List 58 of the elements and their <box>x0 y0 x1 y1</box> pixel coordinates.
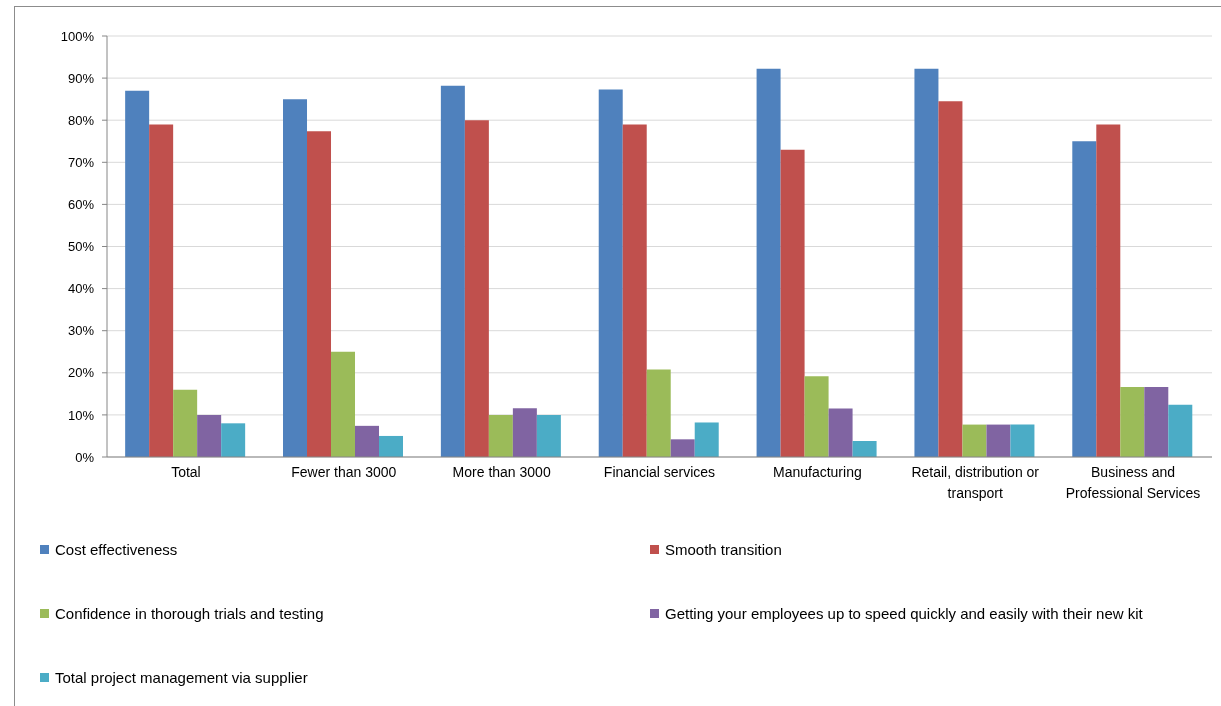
bar <box>149 124 174 457</box>
bar <box>125 90 150 457</box>
y-tick-label: 60% <box>67 197 95 213</box>
y-tick-label: 20% <box>67 365 95 381</box>
bar <box>221 423 246 457</box>
bar <box>1010 424 1035 457</box>
legend-label: Smooth transition <box>665 540 782 558</box>
y-tick-label: 0% <box>75 449 95 465</box>
bar <box>670 439 695 457</box>
x-tick-label: Manufacturing <box>773 464 862 480</box>
bar <box>756 68 781 457</box>
x-tick-label: More than 3000 <box>452 464 551 480</box>
x-tick-label: Financial services <box>603 464 716 480</box>
y-tick-label: 40% <box>67 281 95 297</box>
bar <box>1144 387 1169 457</box>
y-tick-label: 10% <box>67 407 95 423</box>
bar <box>598 89 623 457</box>
bar <box>962 424 987 457</box>
y-tick-label: 90% <box>67 70 95 86</box>
bar <box>440 85 465 457</box>
y-tick-label: 80% <box>67 112 95 128</box>
bar <box>1096 124 1121 457</box>
bar <box>331 351 356 457</box>
bar <box>1072 141 1097 457</box>
x-tick-label: Fewer than 3000 <box>291 464 397 480</box>
bar <box>536 414 561 457</box>
legend-label: Getting your employees up to speed quickly and easily with their new kit <box>665 604 1143 622</box>
x-tick-label: Total <box>171 464 201 480</box>
bar <box>464 120 489 457</box>
bar <box>1120 387 1145 457</box>
legend-label: Cost effectiveness <box>55 540 178 558</box>
bar <box>986 424 1011 457</box>
y-tick-label: 70% <box>67 154 95 170</box>
bar <box>646 369 671 457</box>
bar <box>379 435 404 457</box>
bar <box>828 408 853 457</box>
x-tick-label: Retail, distribution or transport <box>911 464 1040 501</box>
legend-label: Confidence in thorough trials and testing <box>55 604 324 622</box>
y-tick-label: 50% <box>67 239 95 255</box>
bar <box>938 101 963 457</box>
bar <box>914 68 939 457</box>
bar <box>355 425 380 457</box>
bar <box>512 408 537 457</box>
bar <box>488 414 513 457</box>
legend-label: Total project management via supplier <box>55 668 308 686</box>
bar <box>694 422 719 457</box>
bar <box>307 131 332 457</box>
y-tick-label: 100% <box>60 28 95 44</box>
bar <box>1168 404 1193 457</box>
bar <box>283 99 308 457</box>
y-tick-label: 30% <box>67 323 95 339</box>
bar <box>852 441 877 457</box>
bar <box>622 124 647 457</box>
bar <box>197 414 222 457</box>
x-tick-label: Business and Professional Services <box>1065 464 1201 501</box>
bar <box>780 149 805 457</box>
bar <box>804 376 829 457</box>
bar <box>173 389 198 457</box>
